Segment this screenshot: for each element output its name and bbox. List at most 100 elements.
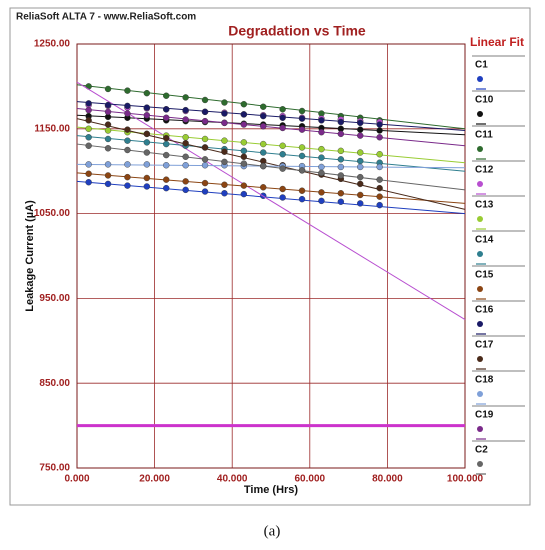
data-point — [357, 119, 364, 127]
data-point — [279, 151, 286, 158]
fit-line — [76, 114, 466, 136]
legend-marker — [477, 216, 483, 222]
data-point — [376, 201, 383, 209]
data-point — [260, 112, 267, 120]
data-point — [279, 142, 286, 149]
legend-marker — [477, 251, 483, 257]
data-point — [221, 137, 228, 144]
data-point — [124, 87, 131, 94]
data-point — [376, 134, 383, 141]
data-point — [357, 132, 364, 139]
data-point — [337, 172, 345, 179]
data-point — [376, 127, 383, 134]
data-point — [124, 102, 131, 110]
data-point — [260, 184, 267, 191]
fit-line — [76, 101, 466, 131]
fit-line — [76, 81, 466, 321]
x-tick-label: 60.000 — [295, 474, 326, 485]
legend-label: C2 — [475, 445, 488, 456]
data-point — [279, 194, 286, 201]
data-point — [337, 198, 345, 205]
legend-marker — [477, 286, 483, 292]
data-point — [143, 130, 151, 138]
data-point — [337, 163, 345, 171]
fit-line — [76, 118, 466, 210]
data-point — [240, 153, 248, 160]
y-axis-label: Leakage Current (µA) — [24, 200, 36, 312]
fit-line — [76, 172, 466, 204]
frame — [9, 7, 531, 506]
data-point — [240, 182, 248, 189]
data-point — [104, 161, 112, 168]
y-tick-label: 1150.00 — [34, 123, 70, 134]
data-point — [298, 195, 306, 203]
data-point — [163, 184, 170, 192]
data-point — [85, 134, 92, 141]
x-tick-label: 20.000 — [139, 474, 170, 485]
data-point — [260, 103, 267, 110]
legend-marker — [477, 321, 483, 327]
data-point — [279, 124, 286, 132]
data-point — [318, 117, 325, 124]
data-point — [318, 189, 325, 196]
data-point — [201, 162, 209, 169]
y-tick-label: 1250.00 — [34, 39, 71, 50]
data-point — [201, 108, 209, 116]
data-point — [318, 154, 325, 161]
fit-line — [76, 163, 466, 169]
data-point — [104, 172, 112, 179]
data-point — [357, 180, 364, 188]
data-point — [298, 152, 306, 160]
data-point — [104, 121, 112, 128]
data-point — [221, 110, 228, 117]
data-point — [143, 161, 151, 168]
data-point — [357, 173, 364, 181]
data-point — [85, 117, 92, 124]
data-point — [279, 185, 286, 193]
data-point — [104, 108, 112, 116]
data-point — [221, 190, 228, 197]
data-point — [201, 144, 209, 151]
data-point — [240, 121, 248, 128]
legend-marker — [477, 356, 483, 362]
data-point — [182, 178, 189, 185]
fit-line — [76, 84, 466, 130]
data-point — [240, 139, 248, 146]
data-point — [318, 128, 325, 136]
data-point — [376, 163, 383, 171]
data-point — [124, 182, 131, 189]
data-point — [298, 107, 306, 115]
data-point — [143, 183, 151, 190]
legend-label: C1 — [475, 60, 488, 71]
data-point — [240, 147, 248, 155]
data-point — [376, 176, 383, 183]
data-point — [279, 165, 286, 172]
data-point — [201, 156, 209, 163]
data-point — [337, 130, 345, 138]
data-point — [221, 181, 228, 188]
data-point — [298, 167, 306, 174]
data-point — [104, 127, 112, 134]
data-point — [318, 169, 325, 177]
legend-title: Linear Fit — [470, 35, 524, 49]
chart-title: Degradation vs Time — [228, 23, 366, 39]
data-point — [182, 94, 189, 101]
data-point — [85, 106, 92, 114]
data-point — [376, 151, 383, 158]
legend-marker — [477, 146, 483, 152]
data-point — [182, 140, 189, 147]
data-point — [357, 157, 364, 165]
data-point — [182, 162, 189, 169]
data-point — [85, 100, 92, 107]
data-point — [240, 160, 248, 167]
legend-label: C15 — [475, 270, 494, 281]
y-tick-label: 950.00 — [39, 293, 70, 304]
data-point — [337, 190, 345, 197]
data-point — [163, 151, 170, 159]
data-point — [163, 92, 170, 99]
data-point — [357, 126, 364, 133]
data-point — [163, 176, 170, 183]
legend-label: C14 — [475, 235, 494, 246]
data-point — [221, 99, 228, 106]
